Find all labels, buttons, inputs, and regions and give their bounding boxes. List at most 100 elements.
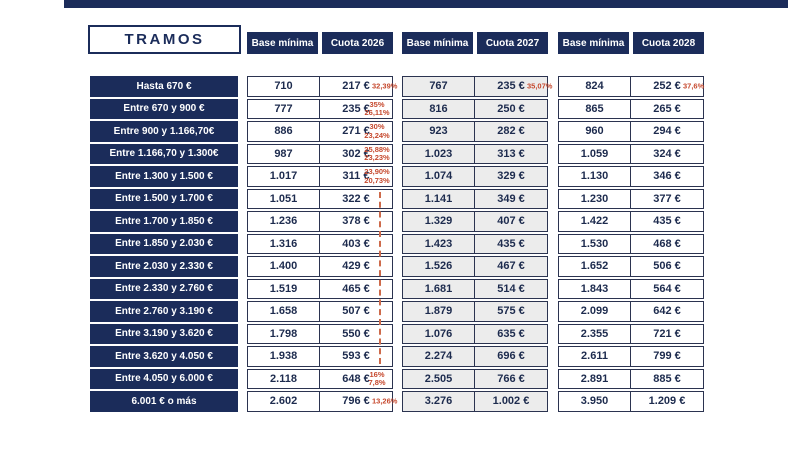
cuota-cell: 407 €	[475, 212, 547, 231]
base-minima-value: 1.658	[269, 305, 298, 318]
base-minima-cell: 1.422	[559, 212, 631, 231]
table-row: 1.400 429 €	[247, 256, 393, 277]
cuota-value: 265 €	[653, 102, 681, 115]
cuota-value: 1.002 €	[492, 395, 530, 408]
base-minima-value: 2.891	[580, 372, 609, 385]
pct-bottom: 23,24%	[364, 130, 390, 140]
cuota-value: 313 €	[497, 147, 525, 160]
cuota-header: Cuota 2027	[477, 32, 548, 54]
base-minima-cell: 960	[559, 122, 631, 141]
pct-annotation: 32,39%	[372, 81, 398, 91]
base-minima-value: 1.051	[269, 192, 298, 205]
pct-annotation-stack: 35% 26,11%	[360, 100, 394, 118]
cuota-cell: 766 €	[475, 370, 547, 389]
cuota-cell: 507 €	[320, 302, 392, 321]
tramos-title: TRAMOS	[124, 31, 205, 48]
cuota-value: 329 €	[497, 170, 525, 183]
dashed-divider	[379, 192, 381, 364]
base-minima-value: 1.023	[424, 147, 453, 160]
base-minima-value: 1.236	[269, 215, 298, 228]
table-row: 3.276 1.002 €	[402, 391, 548, 412]
cuota-value: 1.209 €	[648, 395, 686, 408]
base-minima-value: 1.329	[424, 215, 453, 228]
cuota-cell: 721 €	[631, 325, 703, 344]
table-row: 1.879 575 €	[402, 301, 548, 322]
base-minima-cell: 1.051	[248, 189, 320, 208]
tramo-label: Entre 2.760 y 3.190 €	[90, 301, 238, 322]
base-minima-value: 824	[585, 80, 604, 93]
base-minima-value: 1.422	[580, 215, 609, 228]
table-row: 865 265 €	[558, 98, 704, 119]
base-minima-cell: 865	[559, 99, 631, 118]
cuota-cell: 322 €	[320, 190, 392, 209]
cuota-cell: 796 €13,26%	[320, 392, 397, 411]
cuota-cell: 313 €	[475, 145, 547, 164]
base-minima-cell: 1.076	[403, 324, 475, 343]
cuota-cell: 467 €	[475, 257, 547, 276]
cuota-cell: 468 €	[631, 235, 703, 254]
base-minima-value: 1.526	[424, 260, 453, 273]
base-minima-value: 2.274	[424, 350, 453, 363]
cuota-value: 696 €	[497, 350, 525, 363]
pct-annotation-stack: 25,88% 23,23%	[360, 144, 394, 163]
table-row: 1.526 467 €	[402, 256, 548, 277]
cuota-cell: 403 €	[320, 235, 392, 254]
tramo-label: 6.001 € o más	[90, 391, 238, 412]
header-label: Base mínima	[251, 37, 314, 49]
cuota-value: 271 €	[342, 125, 370, 138]
tramo-label: Entre 4.050 y 6.000 €	[90, 368, 238, 389]
cuota-value: 766 €	[497, 372, 525, 385]
base-minima-cell: 1.141	[403, 189, 475, 208]
header-label: Base mínima	[406, 37, 469, 49]
cuota-cell: 435 €	[631, 212, 703, 231]
cuota-value: 324 €	[653, 147, 681, 160]
cuota-cell: 265 €	[631, 100, 703, 119]
table-row: 1.074 329 €	[402, 166, 548, 187]
base-minima-header: Base mínima	[402, 32, 473, 54]
header-label: Cuota 2026	[330, 37, 385, 49]
base-minima-cell: 1.681	[403, 279, 475, 298]
cuota-value: 575 €	[497, 305, 525, 318]
tramo-label: Entre 3.620 y 4.050 €	[90, 346, 238, 367]
table-row: 824 252 €37,6%	[558, 76, 704, 97]
base-minima-cell: 767	[403, 77, 475, 96]
base-minima-value: 2.602	[269, 395, 298, 408]
table-row: 816 250 €	[402, 98, 548, 119]
cuota-cell: 329 €	[475, 167, 547, 186]
base-minima-value: 1.059	[580, 147, 609, 160]
tramo-label: Entre 2.030 y 2.330 €	[90, 256, 238, 277]
base-minima-cell: 3.276	[403, 392, 475, 411]
pct-bottom: 26,11%	[364, 108, 390, 117]
pct-bottom: 7,8%	[368, 378, 386, 387]
pct-top: 25,88%	[364, 144, 390, 154]
cuota-value: 429 €	[342, 260, 370, 273]
base-minima-cell: 1.658	[248, 302, 320, 321]
table-row: 886 271 €30% 23,24%	[247, 121, 393, 142]
base-minima-cell: 2.891	[559, 369, 631, 388]
tramos-title-box: TRAMOS	[88, 25, 241, 54]
tramo-label: Entre 1.700 y 1.850 €	[90, 211, 238, 232]
cuota-value: 885 €	[653, 372, 681, 385]
pct-bottom: 23,23%	[364, 153, 390, 162]
base-minima-value: 1.230	[580, 192, 609, 205]
cuota-cell: 346 €	[631, 167, 703, 186]
pct-top: 16%	[369, 369, 385, 379]
cuota-cell: 324 €	[631, 145, 703, 164]
base-minima-cell: 816	[403, 99, 475, 118]
cuota-cell: 378 €	[320, 212, 392, 231]
header-label: Cuota 2028	[641, 37, 696, 49]
table-row: 2.099 642 €	[558, 301, 704, 322]
base-minima-value: 1.423	[424, 237, 453, 250]
table-row: 777 235 €35% 26,11%	[247, 98, 394, 119]
pct-bottom: 20,73%	[364, 175, 390, 185]
cuota-value: 311 €	[342, 170, 370, 183]
cuota-cell: 302 €25,88% 23,23%	[320, 145, 392, 164]
base-minima-value: 1.519	[269, 282, 298, 295]
base-minima-cell: 1.423	[403, 234, 475, 253]
base-minima-value: 1.681	[424, 282, 453, 295]
table-row: 1.658 507 €	[247, 301, 393, 322]
cuota-value: 322 €	[342, 192, 370, 205]
pct-top: 23,90%	[364, 167, 390, 176]
tramo-label: Entre 670 y 900 €	[90, 98, 238, 119]
